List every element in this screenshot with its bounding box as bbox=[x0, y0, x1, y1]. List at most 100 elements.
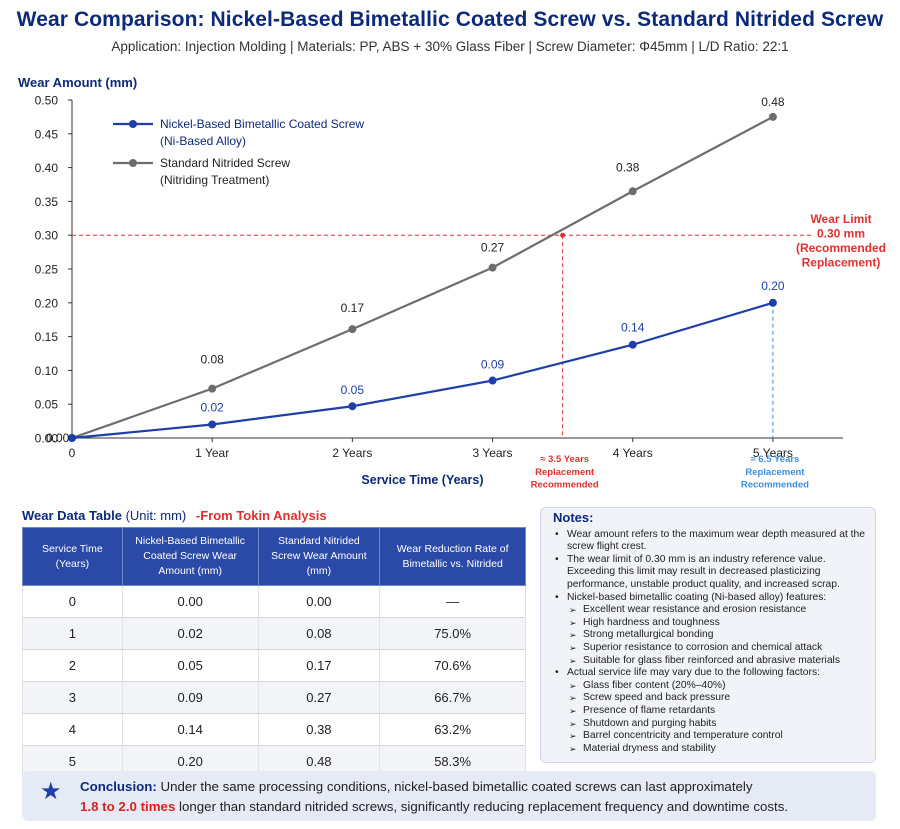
notes-panel: Notes: Wear amount refers to the maximum… bbox=[540, 507, 876, 763]
note-subitem: Suitable for glass fiber reinforced and … bbox=[567, 655, 865, 668]
x-tick-label: 0 bbox=[69, 446, 76, 460]
header-service-time: Service Time (Years) bbox=[22, 527, 123, 586]
table-cell: 0.02 bbox=[121, 617, 259, 650]
table-title-text: Wear Data Table bbox=[22, 508, 122, 523]
note-item: Nickel-based bimetallic coating (Ni-base… bbox=[555, 592, 865, 668]
y-tick-label: 0.20 bbox=[35, 296, 59, 310]
notes-title: Notes: bbox=[553, 510, 594, 525]
table-cell: 75.0% bbox=[379, 617, 526, 650]
conclusion-lead: Conclusion: bbox=[80, 779, 157, 794]
table-cell: 0.17 bbox=[257, 649, 381, 682]
data-point bbox=[68, 434, 76, 442]
table-cell: 0.05 bbox=[121, 649, 259, 682]
data-point bbox=[348, 402, 357, 411]
note-subitem: Strong metallurgical bonding bbox=[567, 629, 865, 642]
data-label: 0.48 bbox=[761, 95, 785, 109]
note-subitem: Barrel concentricity and temperature con… bbox=[567, 730, 865, 743]
note-subitem: Superior resistance to corrosion and che… bbox=[567, 642, 865, 655]
table-source: -From Tokin Analysis bbox=[195, 508, 327, 523]
y-axis-label: Wear Amount (mm) bbox=[18, 75, 137, 90]
header-reduction-rate: Wear Reduction Rate of Bimetallic vs. Ni… bbox=[379, 527, 526, 586]
table-cell: 2 bbox=[22, 649, 123, 682]
data-point bbox=[628, 340, 637, 349]
table-cell: 4 bbox=[22, 713, 123, 746]
table-cell: 0.38 bbox=[257, 713, 381, 746]
legend-label: Standard Nitrided Screw bbox=[160, 156, 290, 170]
table-cell: 0.27 bbox=[257, 681, 381, 714]
legend-swatch-dot bbox=[129, 159, 137, 167]
data-point bbox=[348, 325, 357, 334]
note-item: Actual service life may vary due to the … bbox=[555, 667, 865, 756]
data-label: 0.38 bbox=[616, 160, 640, 174]
table-row: 0 0.00 0.00— bbox=[22, 585, 526, 618]
data-label: 0.00 bbox=[46, 431, 70, 445]
x-tick-label: 5 Years bbox=[753, 446, 793, 460]
replacement-marker-label: ≈ 3.5 Years bbox=[540, 454, 589, 465]
data-label: 0.14 bbox=[621, 321, 645, 335]
conclusion-banner: ★ Conclusion: Under the same processing … bbox=[22, 771, 876, 821]
data-point bbox=[628, 187, 637, 196]
series-line-bimetallic bbox=[71, 301, 774, 440]
table-header-row: Service Time (Years) Nickel-Based Bimeta… bbox=[22, 527, 526, 586]
data-label: 0.27 bbox=[481, 241, 505, 255]
x-tick-label: 1 Year bbox=[195, 446, 229, 460]
note-subitem: Excellent wear resistance and erosion re… bbox=[567, 604, 865, 617]
data-label: 0.17 bbox=[341, 301, 365, 315]
star-icon: ★ bbox=[40, 778, 62, 805]
y-tick-label: 0.10 bbox=[35, 364, 59, 378]
data-label: 0.02 bbox=[201, 400, 225, 414]
page-subtitle: Application: Injection Molding | Materia… bbox=[111, 39, 789, 54]
y-tick-label: 0.05 bbox=[35, 398, 59, 412]
y-tick-label: 0.45 bbox=[35, 127, 59, 141]
header-bimetallic-wear: Nickel-Based Bimetallic Coated Screw Wea… bbox=[121, 527, 259, 586]
note-subitem: Material dryness and stability bbox=[567, 743, 865, 756]
table-row: 1 0.02 0.08 75.0% bbox=[22, 617, 526, 650]
table-cell: 0.14 bbox=[121, 713, 259, 746]
replacement-marker-label: Recommended bbox=[531, 480, 599, 491]
conclusion-highlight: 1.8 to 2.0 times bbox=[80, 799, 176, 814]
table-cell: 0.08 bbox=[257, 617, 381, 650]
table-cell: 3 bbox=[22, 681, 123, 714]
replacement-marker-label: ≈ 6.5 Years bbox=[750, 454, 799, 465]
data-point bbox=[208, 384, 217, 393]
replacement-marker-label: Replacement bbox=[535, 467, 595, 478]
table-row: 3 0.09 0.27 66.7% bbox=[22, 681, 526, 714]
table-cell: 63.2% bbox=[379, 713, 526, 746]
data-label: 0.09 bbox=[481, 358, 505, 372]
x-axis-label: Service Time (Years) bbox=[361, 473, 483, 487]
wear-limit-label: Wear Limit bbox=[810, 212, 871, 226]
y-tick-label: 0.50 bbox=[35, 94, 59, 108]
replacement-marker-label: Replacement bbox=[745, 467, 805, 478]
legend-swatch-dot bbox=[129, 120, 137, 128]
table-title: Wear Data Table (Unit: mm) -From Tokin A… bbox=[22, 508, 327, 523]
note-text: Actual service life may vary due to the … bbox=[567, 667, 820, 679]
table-cell: 0 bbox=[22, 585, 123, 618]
y-tick-label: 0.40 bbox=[35, 161, 59, 175]
wear-limit-label: 0.30 mm bbox=[817, 227, 865, 241]
page-title: Wear Comparison: Nickel-Based Bimetallic… bbox=[16, 8, 884, 31]
replacement-marker-dot bbox=[560, 232, 566, 238]
note-subitem: Shutdown and purging habits bbox=[567, 718, 865, 731]
wear-data-table: Service Time (Years) Nickel-Based Bimeta… bbox=[22, 527, 526, 778]
table-cell: 0.00 bbox=[121, 585, 259, 618]
data-label: 0.08 bbox=[201, 353, 225, 367]
y-tick-label: 0.15 bbox=[35, 330, 59, 344]
data-point bbox=[488, 263, 497, 272]
data-point bbox=[208, 420, 217, 429]
wear-line-chart: Wear Amount (mm) 0.00 0.05 0.10 0.15 0.20 0.25… bbox=[18, 75, 886, 491]
table-row: 4 0.14 0.38 63.2% bbox=[22, 713, 526, 746]
legend-sublabel: (Nitriding Treatment) bbox=[160, 173, 269, 187]
wear-limit-label: (Recommended bbox=[796, 241, 886, 255]
header-nitrided-wear: Standard Nitrided Screw Wear Amount (mm) bbox=[257, 527, 381, 586]
note-subitem: High hardness and toughness bbox=[567, 617, 865, 630]
data-label: 0.05 bbox=[341, 383, 365, 397]
note-item: Wear amount refers to the maximum wear d… bbox=[555, 528, 865, 554]
legend-sublabel: (Ni-Based Alloy) bbox=[160, 134, 246, 148]
conclusion-text-2: longer than standard nitrided screws, si… bbox=[175, 799, 789, 814]
data-point bbox=[768, 298, 777, 307]
table-cell: 0.00 bbox=[257, 585, 381, 618]
x-tick-label: 4 Years bbox=[613, 446, 653, 460]
note-subitem: Screw speed and back pressure bbox=[567, 692, 865, 705]
replacement-marker-label: Recommended bbox=[741, 480, 809, 491]
note-text: Wear amount refers to the maximum wear d… bbox=[567, 528, 865, 553]
